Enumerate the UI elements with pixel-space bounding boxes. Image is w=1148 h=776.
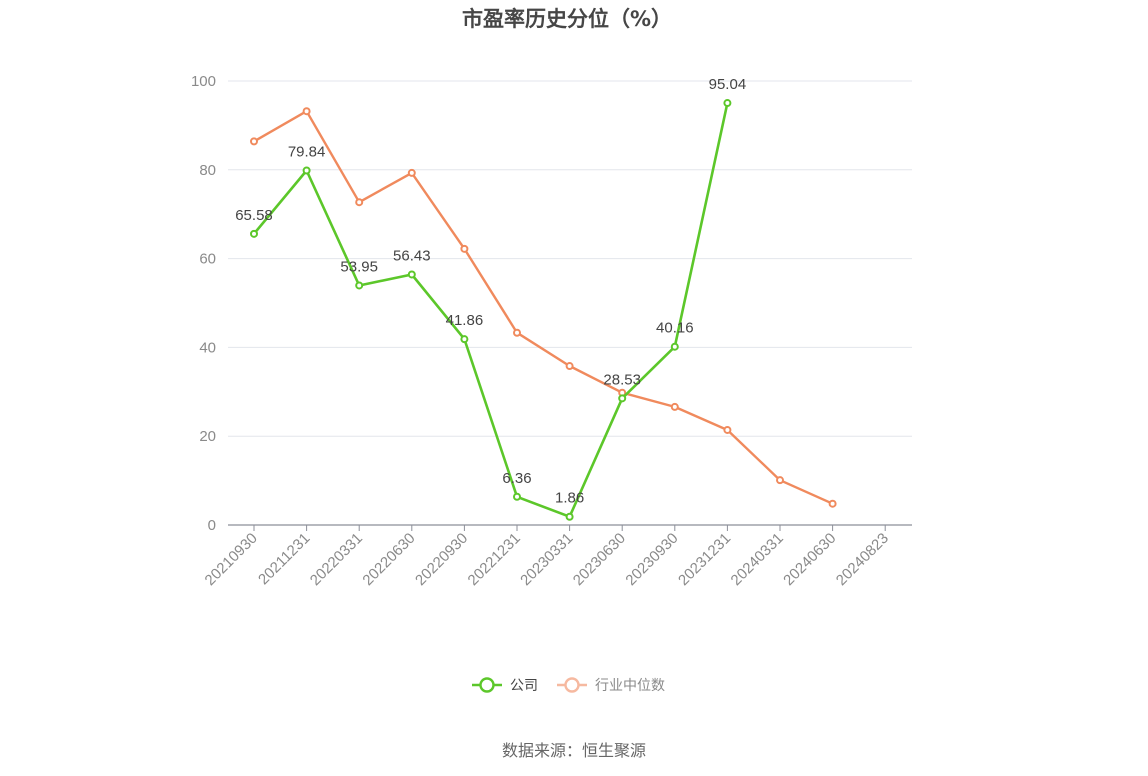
- data-point-industry-median: [828, 499, 837, 508]
- legend-label: 行业中位数: [595, 678, 665, 694]
- series-layer: [250, 99, 837, 521]
- data-label: 28.53: [603, 371, 641, 388]
- legend-item-company[interactable]: 公司: [472, 677, 538, 694]
- data-point-industry-median: [670, 402, 679, 411]
- data-point-company: [460, 335, 469, 344]
- data-label: 56.43: [393, 247, 431, 264]
- legend-marker: [479, 677, 495, 693]
- y-tick-label: 20: [199, 428, 216, 445]
- data-point-company: [355, 281, 364, 290]
- data-point-industry-median: [513, 328, 521, 337]
- data-label: 41.86: [446, 312, 484, 329]
- legend-item-industry-median[interactable]: 行业中位数: [557, 677, 665, 694]
- y-tick-label: 100: [191, 73, 216, 90]
- data-point-company: [670, 342, 679, 351]
- y-tick-label: 80: [199, 162, 216, 179]
- x-tick-label: 20240331: [728, 530, 787, 589]
- x-tick-label: 20240823: [833, 530, 892, 589]
- series-line-industry-median: [253, 110, 834, 505]
- x-tick-label: 20230630: [570, 530, 629, 589]
- data-label: 65.58: [235, 207, 273, 224]
- source-note: 数据来源：恒生聚源: [502, 741, 646, 760]
- x-tick-label: 20221231: [465, 530, 524, 589]
- data-point-industry-median: [407, 168, 416, 177]
- y-tick-label: 40: [199, 339, 216, 356]
- data-point-company: [250, 229, 258, 238]
- data-label: 95.04: [709, 76, 747, 93]
- x-tick-label: 20231231: [675, 530, 734, 589]
- data-point-industry-median: [302, 107, 311, 116]
- x-tick-label: 20210930: [202, 530, 261, 589]
- data-point-industry-median: [460, 244, 469, 253]
- chart-title: 市盈率历史分位（%）: [462, 7, 672, 31]
- x-tick-label: 20220930: [412, 530, 471, 589]
- x-tick-label: 20230930: [622, 530, 681, 589]
- legend-label: 公司: [510, 678, 538, 694]
- data-point-industry-median: [250, 137, 258, 146]
- y-tick-label: 60: [199, 251, 216, 268]
- y-tick-label: 0: [208, 517, 216, 534]
- data-point-company: [723, 99, 732, 108]
- data-point-company: [407, 270, 416, 279]
- legend-marker: [564, 677, 580, 693]
- data-label: 40.16: [656, 320, 694, 337]
- data-label: 1.86: [555, 490, 584, 507]
- grid-layer: [228, 80, 912, 437]
- data-point-industry-median: [723, 425, 732, 434]
- data-point-company: [302, 166, 311, 175]
- data-point-industry-median: [565, 362, 574, 371]
- x-tick-label: 20240630: [780, 530, 839, 589]
- data-label: 53.95: [340, 258, 378, 275]
- legend[interactable]: 公司 行业中位数: [472, 677, 665, 694]
- data-point-company: [513, 492, 521, 501]
- x-tick-label: 20230331: [517, 530, 576, 589]
- series-line-company: [253, 102, 729, 518]
- x-tick-label: 20220630: [359, 530, 418, 589]
- x-tick-label: 20211231: [255, 530, 313, 588]
- data-point-company: [618, 394, 627, 403]
- data-point-company: [565, 512, 574, 521]
- data-label: 79.84: [288, 144, 326, 161]
- data-label: 6.36: [502, 470, 531, 487]
- data-point-industry-median: [355, 198, 364, 207]
- label-layer: 65.58 79.84 53.95 56.43 41.86 6.36 1.86 28.53 40…: [235, 76, 746, 507]
- data-point-industry-median: [776, 476, 784, 485]
- x-tick-label: 20220331: [307, 530, 366, 589]
